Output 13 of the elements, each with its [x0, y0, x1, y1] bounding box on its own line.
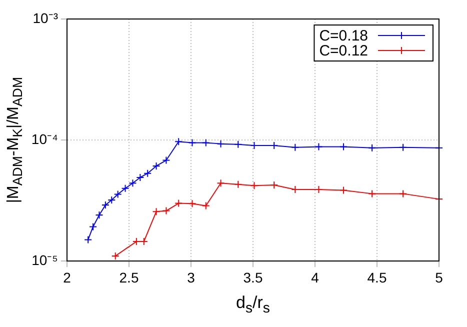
x-tick-label: 5 [435, 269, 444, 286]
x-axis-title: d$_{s}$/r$_{s}$ [236, 293, 270, 316]
y-tick-label: 10⁻⁴ [31, 130, 58, 147]
y-tick-label: 10⁻³ [32, 10, 58, 26]
x-tick-label: 3.5 [243, 269, 263, 286]
x-tick-label: 4 [311, 269, 320, 286]
legend-label: C=0.18 [319, 28, 368, 45]
x-tick-label: 2.5 [119, 269, 139, 286]
x-tick-label: 4.5 [367, 269, 387, 286]
legend-label: C=0.12 [319, 42, 368, 60]
x-tick-label: 2 [63, 269, 72, 286]
x-tick-label: 3 [187, 269, 196, 286]
y-tick-label: 10⁻⁵ [32, 252, 58, 268]
